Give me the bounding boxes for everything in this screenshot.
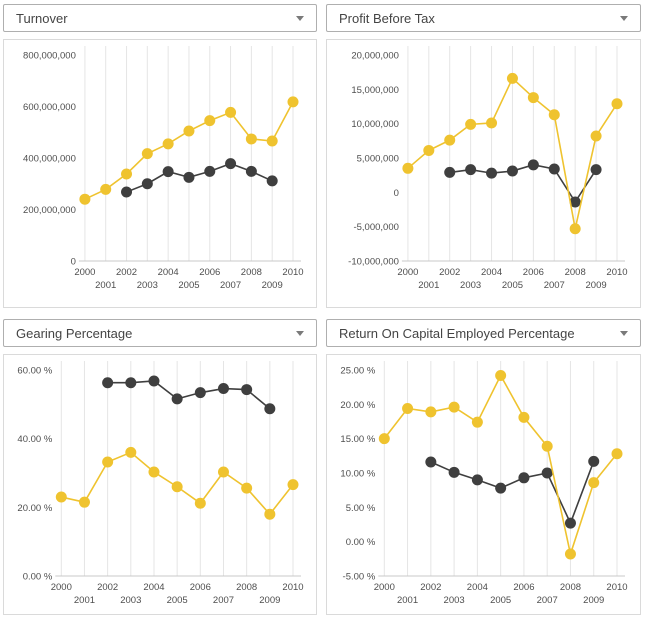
svg-text:2006: 2006 (513, 582, 534, 593)
svg-text:0: 0 (71, 257, 76, 268)
panel-profit-before-tax: Profit Before Tax -10,000,000 -5,000,000 0… (326, 4, 641, 308)
svg-text:2000: 2000 (397, 267, 418, 278)
svg-text:2003: 2003 (137, 280, 158, 291)
svg-text:2007: 2007 (544, 280, 565, 291)
dropdown-selected-value: Turnover (16, 10, 68, 26)
svg-text:0.00 %: 0.00 % (23, 572, 53, 583)
svg-text:2005: 2005 (167, 595, 188, 606)
svg-text:2006: 2006 (199, 267, 220, 278)
svg-text:20.00 %: 20.00 % (340, 400, 375, 411)
svg-text:2010: 2010 (282, 267, 303, 278)
svg-text:15.00 %: 15.00 % (340, 434, 375, 445)
svg-text:-5.00 %: -5.00 % (343, 572, 376, 583)
chevron-down-icon (296, 330, 304, 336)
svg-text:25.00 %: 25.00 % (340, 366, 375, 377)
roce-line-chart: -5.00 % 0.00 % 5.00 % 10.00 % 15.00 % 20.00 %… (340, 361, 628, 606)
dropdown-selected-value: Gearing Percentage (16, 325, 133, 341)
svg-text:20.00 %: 20.00 % (17, 503, 52, 514)
svg-text:2008: 2008 (565, 267, 586, 278)
svg-text:600,000,000: 600,000,000 (23, 102, 76, 113)
svg-text:0: 0 (394, 188, 399, 199)
svg-text:2002: 2002 (97, 582, 118, 593)
svg-text:10.00 %: 10.00 % (340, 469, 375, 480)
svg-text:15,000,000: 15,000,000 (351, 85, 399, 96)
svg-text:2007: 2007 (213, 595, 234, 606)
svg-text:5,000,000: 5,000,000 (357, 154, 399, 165)
svg-text:2006: 2006 (523, 267, 544, 278)
svg-text:60.00 %: 60.00 % (17, 366, 52, 377)
turnover-line-chart: 0 200,000,000 400,000,000 600,000,000 800,00… (23, 46, 304, 291)
svg-text:40.00 %: 40.00 % (17, 434, 52, 445)
svg-text:2009: 2009 (262, 280, 283, 291)
svg-text:2002: 2002 (439, 267, 460, 278)
chevron-down-icon (620, 15, 628, 21)
svg-text:2004: 2004 (481, 267, 502, 278)
svg-text:2006: 2006 (190, 582, 211, 593)
svg-text:-5,000,000: -5,000,000 (353, 222, 398, 233)
svg-text:2002: 2002 (116, 267, 137, 278)
metric-dropdown-turnover[interactable]: Turnover (3, 4, 317, 32)
svg-text:2009: 2009 (586, 280, 607, 291)
svg-text:2002: 2002 (420, 582, 441, 593)
svg-text:2001: 2001 (74, 595, 95, 606)
dropdown-selected-value: Profit Before Tax (339, 10, 435, 26)
svg-text:2001: 2001 (418, 280, 439, 291)
panel-roce: Return On Capital Employed Percentage -5… (326, 319, 641, 615)
profit-before-tax-chart: -10,000,000 -5,000,000 0 5,000,000 10,000,00… (326, 39, 641, 308)
svg-text:2010: 2010 (606, 582, 627, 593)
chevron-down-icon (620, 330, 628, 336)
svg-text:2008: 2008 (241, 267, 262, 278)
roce-chart: -5.00 % 0.00 % 5.00 % 10.00 % 15.00 % 20.00 %… (326, 354, 641, 615)
svg-text:800,000,000: 800,000,000 (23, 51, 76, 62)
svg-text:2001: 2001 (95, 280, 116, 291)
svg-text:2005: 2005 (502, 280, 523, 291)
svg-text:2009: 2009 (583, 595, 604, 606)
chevron-down-icon (296, 15, 304, 21)
svg-text:2000: 2000 (74, 267, 95, 278)
svg-text:2003: 2003 (444, 595, 465, 606)
metric-dropdown-roce[interactable]: Return On Capital Employed Percentage (326, 319, 641, 347)
svg-text:-10,000,000: -10,000,000 (348, 257, 399, 268)
svg-text:2008: 2008 (560, 582, 581, 593)
svg-text:2003: 2003 (460, 280, 481, 291)
svg-text:2004: 2004 (143, 582, 164, 593)
svg-text:5.00 %: 5.00 % (346, 503, 376, 514)
svg-text:2009: 2009 (259, 595, 280, 606)
gearing-percentage-line-chart: 0.00 %20.00 %40.00 %60.00 %2000200120022… (17, 361, 304, 606)
svg-text:0.00 %: 0.00 % (346, 537, 376, 548)
svg-text:2004: 2004 (158, 267, 179, 278)
svg-text:2000: 2000 (374, 582, 395, 593)
svg-text:2007: 2007 (537, 595, 558, 606)
svg-text:2001: 2001 (397, 595, 418, 606)
svg-text:2005: 2005 (178, 280, 199, 291)
turnover-chart: 0 200,000,000 400,000,000 600,000,000 800,00… (3, 39, 317, 308)
metric-dropdown-gearing-percentage[interactable]: Gearing Percentage (3, 319, 317, 347)
svg-text:2003: 2003 (120, 595, 141, 606)
svg-text:400,000,000: 400,000,000 (23, 154, 76, 165)
panel-turnover: Turnover 0 200,000,000 400,000,000 600,000,… (3, 4, 317, 308)
dropdown-selected-value: Return On Capital Employed Percentage (339, 325, 575, 341)
svg-text:20,000,000: 20,000,000 (351, 51, 399, 62)
metric-dropdown-profit-before-tax[interactable]: Profit Before Tax (326, 4, 641, 32)
svg-text:2004: 2004 (467, 582, 488, 593)
svg-text:10,000,000: 10,000,000 (351, 119, 399, 130)
svg-text:2005: 2005 (490, 595, 511, 606)
svg-text:2008: 2008 (236, 582, 257, 593)
profit-before-tax-line-chart: -10,000,000 -5,000,000 0 5,000,000 10,000,00… (348, 46, 628, 291)
svg-text:200,000,000: 200,000,000 (23, 205, 76, 216)
svg-text:2010: 2010 (606, 267, 627, 278)
gearing-percentage-chart: 0.00 % 20.00 % 40.00 % 60.00 % 2000 2001 2002 2… (3, 354, 317, 615)
svg-text:2010: 2010 (282, 582, 303, 593)
panel-gearing-percentage: Gearing Percentage 0.00 % 20.00 % 40.00 % 6… (3, 319, 317, 615)
svg-text:2000: 2000 (51, 582, 72, 593)
svg-text:2007: 2007 (220, 280, 241, 291)
